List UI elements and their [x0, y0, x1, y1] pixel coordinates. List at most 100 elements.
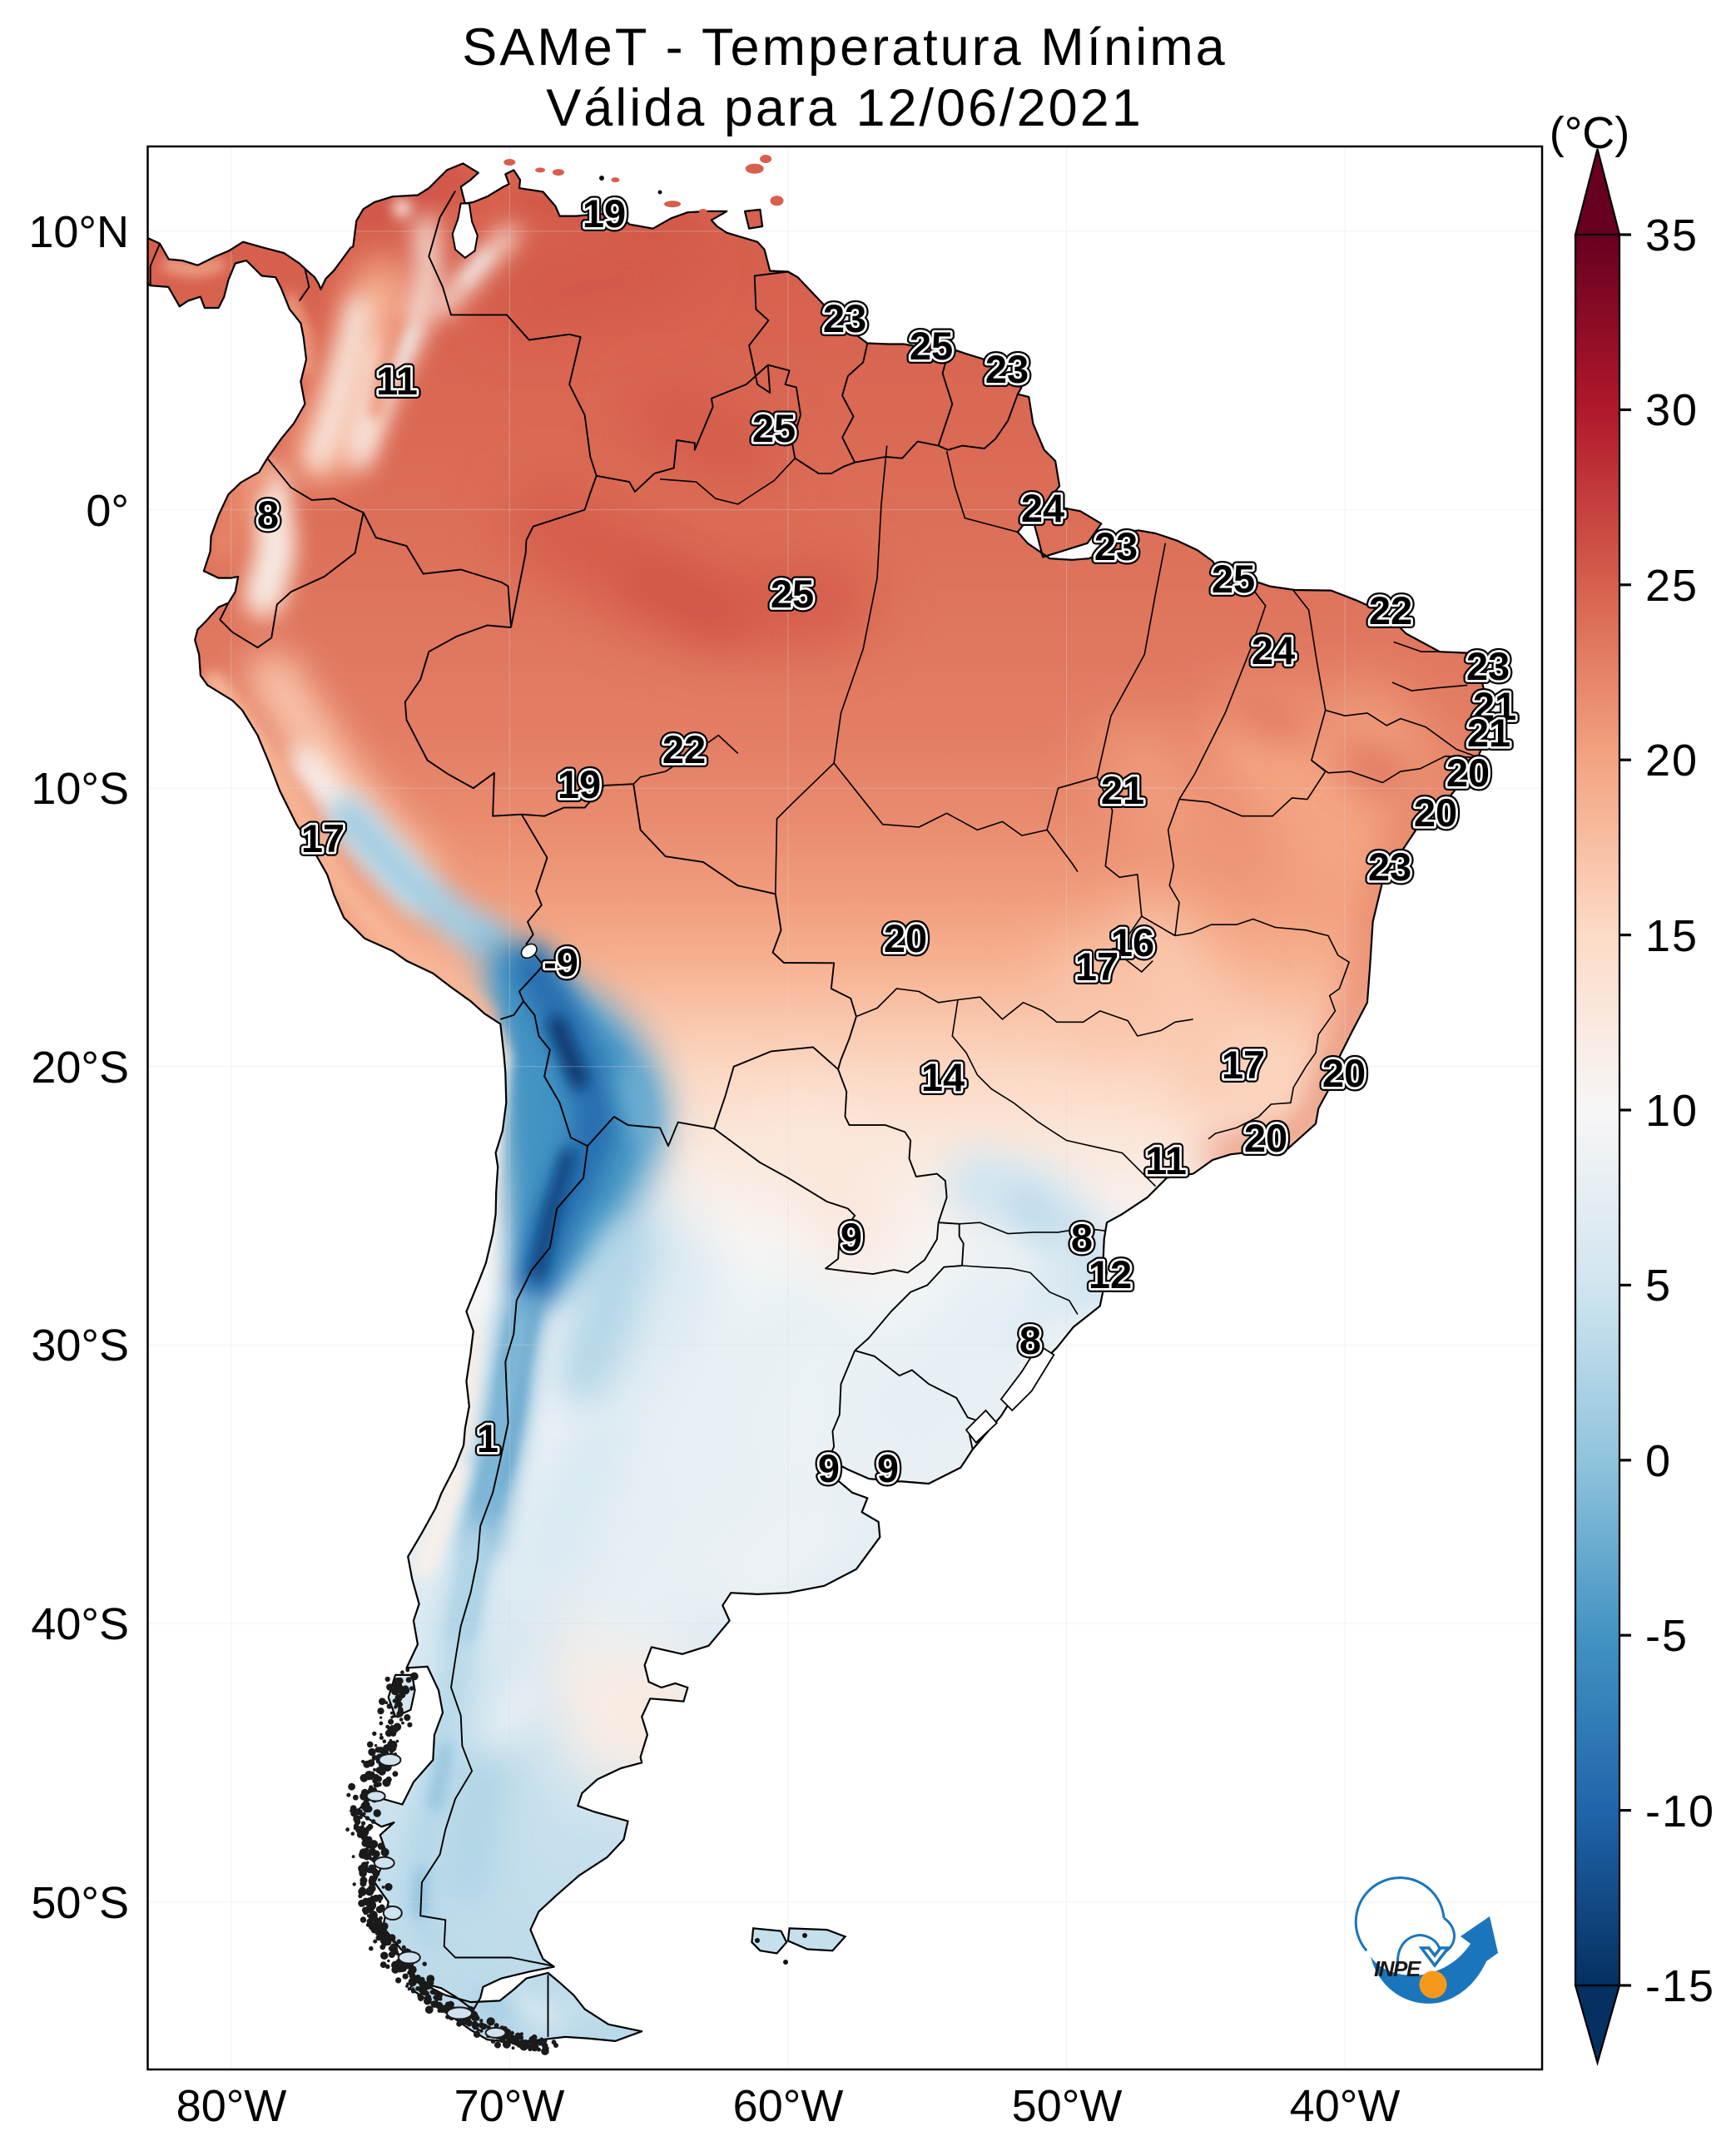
- svg-text:20°S: 20°S: [31, 1043, 129, 1093]
- svg-text:24: 24: [1021, 486, 1064, 530]
- svg-text:24: 24: [1252, 628, 1295, 672]
- svg-text:10°S: 10°S: [31, 764, 129, 814]
- svg-text:20: 20: [1322, 1051, 1366, 1095]
- svg-text:17: 17: [301, 816, 345, 860]
- svg-text:19: 19: [583, 191, 626, 235]
- svg-text:1: 1: [477, 1416, 498, 1460]
- svg-text:40°W: 40°W: [1290, 2081, 1401, 2131]
- svg-text:SAMeT - Temperatura Mínima: SAMeT - Temperatura Mínima: [462, 18, 1227, 77]
- svg-text:21: 21: [1101, 768, 1144, 812]
- svg-text:14: 14: [921, 1055, 965, 1099]
- svg-text:23: 23: [985, 347, 1029, 391]
- svg-text:22: 22: [1369, 588, 1412, 632]
- svg-text:20: 20: [1244, 1116, 1287, 1160]
- svg-text:-10: -10: [1645, 1787, 1715, 1836]
- svg-text:60°W: 60°W: [733, 2081, 844, 2131]
- svg-text:25: 25: [1212, 557, 1255, 601]
- svg-text:11: 11: [376, 359, 418, 403]
- svg-text:30°S: 30°S: [31, 1321, 129, 1370]
- svg-text:23: 23: [823, 296, 866, 340]
- svg-text:23: 23: [823, 296, 866, 340]
- svg-text:15: 15: [1645, 911, 1699, 961]
- svg-text:9: 9: [841, 1215, 862, 1259]
- svg-text:50°W: 50°W: [1012, 2081, 1123, 2131]
- svg-text:23: 23: [1094, 524, 1138, 568]
- svg-text:11: 11: [1145, 1138, 1187, 1182]
- svg-text:10: 10: [1645, 1086, 1699, 1136]
- svg-text:25: 25: [771, 572, 814, 616]
- svg-text:22: 22: [662, 727, 706, 771]
- svg-text:8: 8: [257, 493, 279, 537]
- svg-text:20: 20: [1414, 791, 1457, 835]
- svg-text:-9: -9: [543, 940, 578, 984]
- svg-text:1: 1: [477, 1416, 498, 1460]
- svg-text:10°N: 10°N: [28, 207, 129, 257]
- svg-text:21: 21: [1473, 684, 1516, 728]
- svg-text:-9: -9: [543, 940, 578, 984]
- svg-text:25: 25: [1212, 557, 1255, 601]
- svg-text:14: 14: [921, 1055, 965, 1099]
- svg-text:21: 21: [1467, 711, 1510, 755]
- svg-text:16: 16: [1111, 920, 1154, 964]
- svg-text:9: 9: [818, 1446, 840, 1490]
- svg-text:9: 9: [877, 1446, 899, 1490]
- svg-text:23: 23: [1466, 644, 1510, 688]
- svg-text:20: 20: [884, 916, 927, 960]
- svg-text:24: 24: [1021, 486, 1064, 530]
- svg-text:12: 12: [1089, 1252, 1132, 1296]
- svg-text:5: 5: [1645, 1261, 1672, 1311]
- svg-text:23: 23: [1094, 524, 1138, 568]
- svg-text:23: 23: [985, 347, 1029, 391]
- svg-text:19: 19: [558, 762, 601, 806]
- svg-text:23: 23: [1368, 845, 1411, 889]
- svg-text:8: 8: [1071, 1216, 1093, 1260]
- svg-text:23: 23: [985, 347, 1029, 391]
- svg-text:20: 20: [1446, 751, 1490, 795]
- svg-text:21: 21: [1101, 768, 1144, 812]
- svg-text:21: 21: [1101, 768, 1144, 812]
- svg-text:20: 20: [1414, 791, 1457, 835]
- svg-text:11: 11: [1145, 1138, 1187, 1182]
- svg-text:20: 20: [1645, 736, 1699, 786]
- svg-text:8: 8: [1071, 1216, 1093, 1260]
- svg-text:-15: -15: [1645, 1961, 1715, 2011]
- svg-text:24: 24: [1252, 628, 1295, 672]
- svg-text:17: 17: [1222, 1043, 1265, 1087]
- svg-text:-9: -9: [543, 940, 578, 984]
- svg-text:0: 0: [1645, 1436, 1672, 1486]
- svg-text:20: 20: [1446, 751, 1490, 795]
- svg-text:25: 25: [910, 324, 953, 368]
- svg-text:80°W: 80°W: [176, 2081, 287, 2131]
- svg-text:Válida para 12/06/2021: Válida para 12/06/2021: [546, 79, 1143, 137]
- svg-text:16: 16: [1111, 920, 1154, 964]
- svg-text:20: 20: [1244, 1116, 1287, 1160]
- svg-text:17: 17: [1075, 944, 1118, 989]
- svg-text:20: 20: [1414, 791, 1457, 835]
- svg-text:20: 20: [1446, 751, 1490, 795]
- svg-text:25: 25: [1645, 561, 1699, 611]
- svg-text:25: 25: [910, 324, 953, 368]
- svg-text:19: 19: [558, 762, 601, 806]
- svg-text:17: 17: [301, 816, 345, 860]
- svg-text:23: 23: [1368, 845, 1411, 889]
- svg-text:24: 24: [1021, 486, 1064, 530]
- svg-text:8: 8: [1071, 1216, 1093, 1260]
- svg-text:14: 14: [921, 1055, 965, 1099]
- svg-text:8: 8: [257, 493, 279, 537]
- svg-text:INPE: INPE: [1374, 1956, 1421, 1981]
- svg-text:0°: 0°: [86, 486, 129, 536]
- svg-text:20: 20: [884, 916, 927, 960]
- svg-text:17: 17: [1075, 944, 1118, 989]
- svg-text:22: 22: [662, 727, 706, 771]
- svg-text:1: 1: [477, 1416, 498, 1460]
- svg-text:17: 17: [1075, 944, 1118, 989]
- svg-text:11: 11: [376, 359, 418, 403]
- svg-text:19: 19: [583, 191, 626, 235]
- svg-text:70°W: 70°W: [454, 2081, 565, 2131]
- svg-text:21: 21: [1467, 711, 1510, 755]
- svg-text:23: 23: [823, 296, 866, 340]
- svg-text:23: 23: [1368, 845, 1411, 889]
- svg-text:50°S: 50°S: [31, 1878, 129, 1928]
- svg-text:-5: -5: [1645, 1611, 1689, 1661]
- svg-text:12: 12: [1089, 1252, 1132, 1296]
